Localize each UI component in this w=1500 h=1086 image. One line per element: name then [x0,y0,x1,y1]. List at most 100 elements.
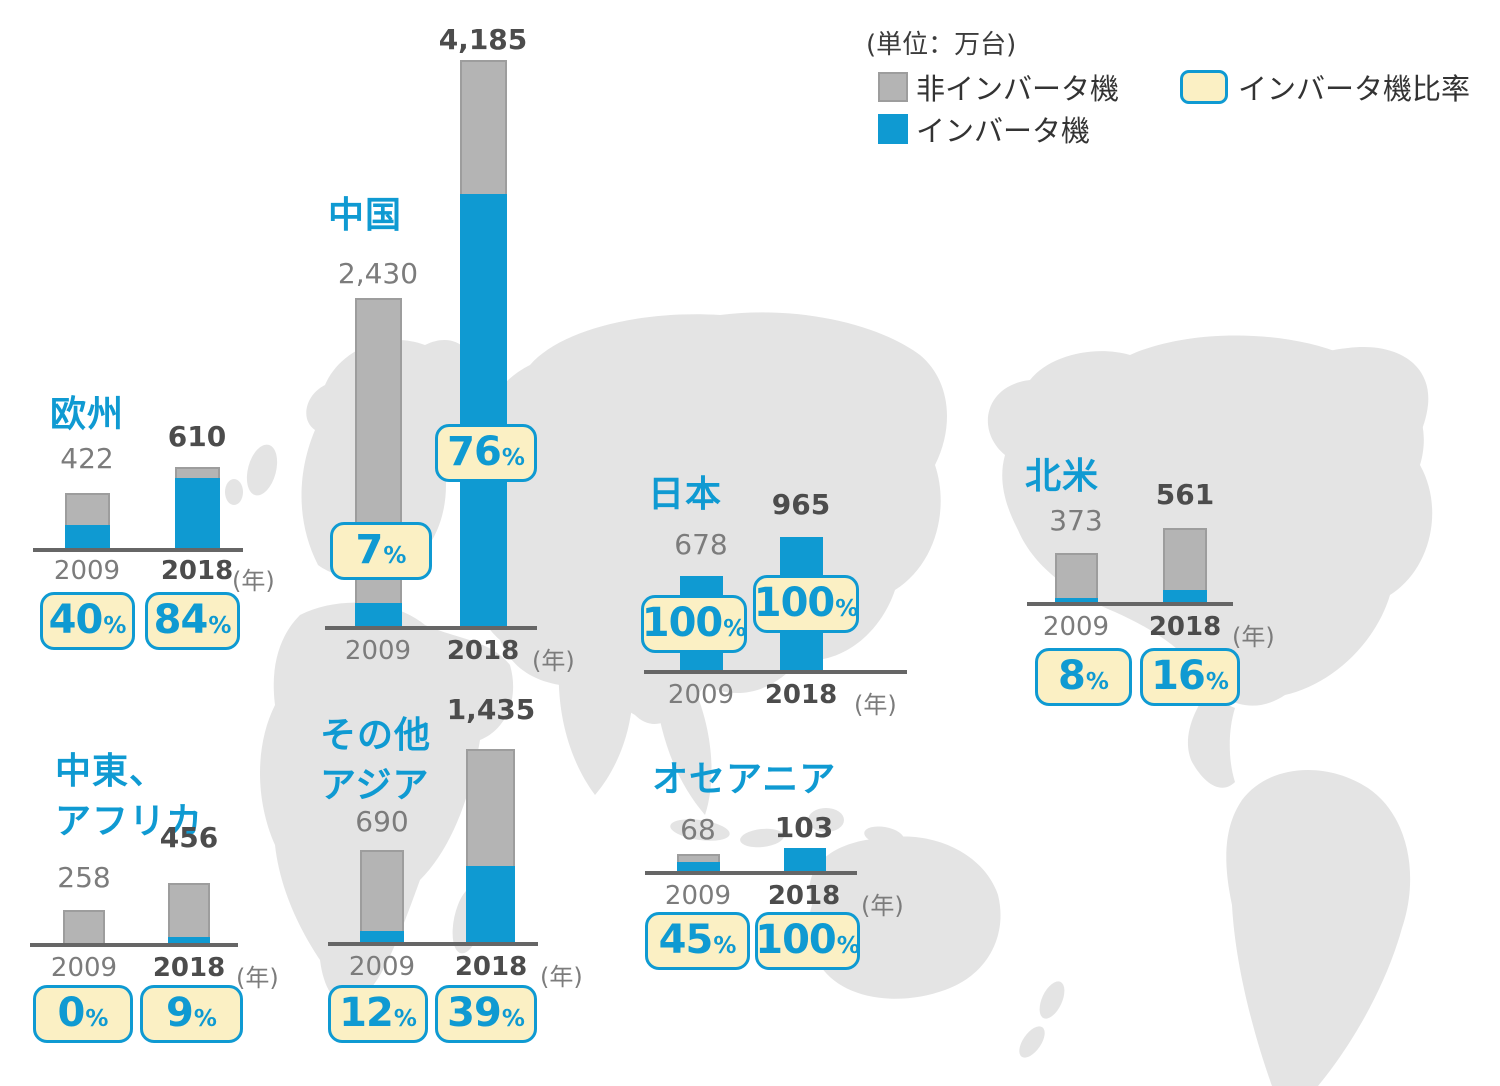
map-uk [246,444,278,496]
region-north-america: 北米 373 561 2009 2018 (年) 8% 16% [1020,450,1275,710]
map-greenland [1281,347,1429,483]
year-label-2009: 2009 [1042,612,1110,642]
inverter-ratio-badge-2009: 40% [40,592,135,650]
year-label-2009: 2009 [348,952,416,982]
region-china: 中国 2,430 4,185 2009 2018 (年) 7% 76% [320,23,580,675]
inverter-ratio-badge-2018: 9% [140,985,243,1043]
inverter-segment [1163,590,1207,604]
axis-line [30,943,238,947]
total-label-2018: 1,435 [446,693,536,726]
map-indonesia-1 [670,819,730,841]
year-unit-label: (年) [1232,623,1275,651]
region-title: 北米 [1025,456,1100,497]
inverter-ratio-badge-2009: 0% [33,985,133,1043]
inverter-segment [1055,598,1098,604]
inverter-ratio-badge-2018: 16% [1140,648,1240,706]
non-inverter-swatch-icon [878,72,908,102]
year-label-2018: 2018 [152,953,226,983]
year-unit-label: (年) [861,892,904,920]
legend-inverter-ratio-label: インバータ機比率 [1238,72,1471,106]
total-label-2018: 561 [1155,478,1215,511]
inverter-segment [460,194,507,628]
year-label-2009: 2009 [53,556,121,586]
map-indonesia-3 [808,808,844,832]
inverter-ratio-badge-2009: 100% [641,595,747,653]
year-unit-label: (年) [232,567,275,595]
inverter-ratio-badge-2009: 12% [328,985,428,1043]
year-unit-label: (年) [854,691,897,719]
inverter-ratio-badge-2009: 7% [330,522,432,580]
map-ireland [225,479,243,505]
map-india [558,655,634,795]
year-label-2009: 2009 [344,636,412,666]
axis-line [644,670,907,674]
total-label-2018: 965 [771,488,831,521]
bar-2018 [784,848,826,873]
unit-note: (単位：万台) [866,30,1017,60]
inverter-ratio-badge-2009: 45% [645,912,750,970]
inverter-segment [65,525,110,550]
total-label-2009: 690 [355,805,409,838]
year-label-2009: 2009 [50,953,118,983]
total-label-2009: 373 [1049,504,1103,537]
region-oceania: オセアニア 68 103 2009 2018 (年) 45% 100% [645,755,904,975]
axis-line [325,626,537,630]
total-label-2009: 678 [674,528,728,561]
total-label-2018: 610 [167,420,227,453]
year-label-2018: 2018 [1148,612,1222,642]
legend-non-inverter-label: 非インバータ機 [916,72,1120,106]
region-title: 日本 [648,474,723,515]
year-label-2018: 2018 [454,952,528,982]
year-label-2018: 2018 [160,556,234,586]
total-label-2018: 103 [774,811,834,844]
total-label-2009: 258 [57,861,111,894]
map-new-zealand-north [1039,981,1065,1019]
axis-line [1027,602,1233,606]
region-other-asia: その他 アジア 690 1,435 2009 2018 (年) 12% 39% [318,693,583,1055]
map-south-america [1226,769,1411,1086]
year-label-2018: 2018 [446,636,520,666]
region-middle-east-africa: 中東、 アフリカ 258 456 2009 2018 (年) 0% 9% [30,745,280,1055]
inverter-swatch-icon [878,114,908,144]
region-title: 中東、 アフリカ [55,751,204,842]
year-label-2009: 2009 [667,680,735,710]
year-label-2018: 2018 [764,680,838,710]
inverter-segment [168,937,210,945]
year-unit-label: (年) [532,647,575,675]
legend-inverter-label: インバータ機 [916,114,1091,148]
bar-2018 [1163,528,1207,604]
inverter-segment [784,848,826,873]
bar-2018 [466,749,515,944]
bar-2018 [168,883,210,945]
axis-line [645,871,857,875]
map-japan [834,532,870,588]
inverter-segment [360,931,404,944]
bar-2018 [460,60,507,628]
map-new-zealand-south [1019,1026,1045,1058]
region-title: オセアニア [652,759,837,800]
inverter-segment [677,862,720,873]
inverter-ratio-badge-2018: 84% [145,592,240,650]
bar-2009 [1055,553,1098,604]
inverter-ratio-badge-2018: 100% [755,912,860,970]
region-title: 欧州 [50,394,125,435]
inverter-ratio-badge-2018: 100% [753,575,859,633]
region-japan: 日本 678 965 2009 2018 (年) 100% 100% [640,470,910,719]
axis-line [328,942,538,946]
bar-2018 [175,467,220,550]
region-title: その他 アジア [320,715,432,806]
bar-2009 [65,493,110,550]
total-label-2018: 4,185 [438,23,528,56]
inverter-segment [355,603,402,628]
inverter-segment [466,866,515,944]
year-unit-label: (年) [540,963,583,991]
year-label-2018: 2018 [767,881,841,911]
total-label-2009: 68 [680,813,716,846]
inverter-segment [175,478,220,550]
year-unit-label: (年) [236,964,279,992]
year-label-2009: 2009 [664,881,732,911]
region-title: 中国 [328,195,403,236]
bar-2009 [63,910,105,945]
